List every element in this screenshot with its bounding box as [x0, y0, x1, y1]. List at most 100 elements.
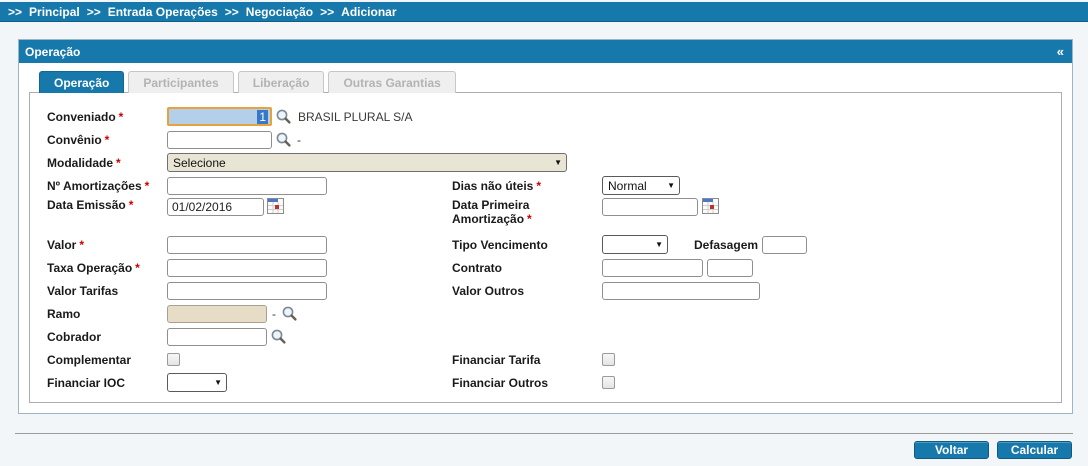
ramo-label: Ramo	[47, 306, 81, 321]
tipo-vencimento-label: Tipo Vencimento	[452, 237, 548, 252]
financiar-tarifa-checkbox[interactable]	[602, 353, 615, 366]
ramo-suffix: -	[272, 306, 276, 321]
convenio-input[interactable]	[167, 130, 272, 149]
chevron-down-icon: ▼	[655, 240, 663, 249]
complementar-checkbox[interactable]	[167, 353, 180, 366]
tab-participantes[interactable]: Participantes	[128, 71, 234, 93]
breadcrumb: >> Principal >> Entrada Operações >> Neg…	[0, 2, 1088, 22]
convenio-row: Convênio * -	[47, 128, 1053, 151]
cobrador-search-icon[interactable]	[270, 328, 287, 345]
data-primeira-amortizacao-calendar-icon[interactable]	[702, 198, 719, 214]
chevron-down-icon: ▼	[667, 181, 675, 190]
valor-row: Valor * Tipo Vencimento ▼ Defasagem	[47, 233, 1053, 256]
modalidade-row: Modalidade * Selecione ▼	[47, 151, 1053, 174]
footer: Voltar Calcular	[0, 433, 1088, 459]
dias-nao-uteis-label: Dias não úteis *	[452, 178, 542, 193]
required-marker: *	[144, 178, 150, 193]
voltar-button[interactable]: Voltar	[914, 441, 989, 459]
financiar-ioc-label: Financiar IOC	[47, 375, 126, 390]
required-marker: *	[79, 237, 85, 252]
conveniado-value: 1	[257, 109, 268, 124]
financiar-ioc-select[interactable]: ▼	[167, 373, 227, 392]
breadcrumb-item-entrada-operacoes[interactable]: Entrada Operações	[107, 4, 218, 19]
valor-tarifas-input[interactable]	[167, 281, 327, 300]
breadcrumb-separator: >>	[224, 4, 239, 19]
conveniado-row: Conveniado * 1 BRASIL PLURAL S/A	[47, 105, 1053, 128]
required-marker: *	[128, 198, 134, 212]
modalidade-select[interactable]: Selecione ▼	[167, 153, 567, 172]
panel-title: Operação	[25, 44, 81, 59]
dias-nao-uteis-selected-value: Normal	[608, 178, 647, 193]
cobrador-label: Cobrador	[47, 329, 101, 344]
valor-tarifas-label: Valor Tarifas	[47, 283, 119, 298]
valor-outros-input[interactable]	[602, 281, 760, 300]
defasagem-input[interactable]	[762, 235, 808, 254]
taxa-operacao-input[interactable]	[167, 258, 327, 277]
calcular-button[interactable]: Calcular	[997, 441, 1072, 459]
modalidade-label: Modalidade *	[47, 155, 121, 170]
breadcrumb-item-negociacao[interactable]: Negociação	[245, 4, 314, 19]
complementar-row: Complementar Financiar Tarifa	[47, 348, 1053, 371]
conveniado-label: Conveniado *	[47, 109, 124, 124]
datas-row: Data Emissão* Data Primeira Amortização*	[47, 197, 1053, 233]
tab-operacao[interactable]: Operação	[39, 71, 125, 93]
financiar-outros-label: Financiar Outros	[452, 375, 549, 390]
breadcrumb-separator: >>	[8, 4, 23, 19]
ramo-input	[167, 304, 267, 323]
ramo-row: Ramo -	[47, 302, 1053, 325]
tab-content: Conveniado * 1 BRASIL PLURAL S/A Convênio…	[29, 92, 1062, 403]
tab-liberacao[interactable]: Liberação	[237, 71, 325, 93]
modalidade-selected-value: Selecione	[173, 155, 226, 170]
financiar-tarifa-label: Financiar Tarifa	[452, 352, 541, 367]
amortizacoes-row: Nº Amortizações * Dias não úteis * Normal …	[47, 174, 1053, 197]
valor-outros-label: Valor Outros	[452, 283, 525, 298]
required-marker: *	[135, 260, 140, 275]
valor-input[interactable]	[167, 235, 327, 254]
conveniado-input[interactable]: 1	[167, 107, 272, 126]
required-marker: *	[104, 132, 110, 147]
convenio-search-icon[interactable]	[275, 131, 292, 148]
contrato-input-2[interactable]	[707, 258, 753, 277]
required-marker: *	[116, 155, 121, 170]
chevron-down-icon: ▼	[554, 158, 562, 167]
breadcrumb-item-principal[interactable]: Principal	[29, 4, 80, 19]
financiar-outros-checkbox[interactable]	[602, 376, 615, 389]
contrato-label: Contrato	[452, 260, 502, 275]
financiar-ioc-row: Financiar IOC ▼ Financiar Outros	[47, 371, 1053, 394]
panel-header: Operação «	[19, 40, 1072, 63]
contrato-input[interactable]	[602, 258, 703, 277]
data-emissao-input[interactable]	[167, 198, 264, 216]
conveniado-search-icon[interactable]	[275, 108, 292, 125]
cobrador-row: Cobrador	[47, 325, 1053, 348]
data-primeira-amortizacao-label: Data Primeira Amortização *	[452, 198, 532, 226]
valor-label: Valor *	[47, 237, 85, 252]
num-amortizacoes-input[interactable]	[167, 176, 327, 195]
convenio-suffix: -	[297, 132, 301, 147]
panel-body: Operação Participantes Liberação Outras …	[19, 63, 1072, 413]
taxa-operacao-label: Taxa Operação *	[47, 260, 140, 275]
breadcrumb-item-adicionar[interactable]: Adicionar	[341, 4, 397, 19]
convenio-label: Convênio *	[47, 132, 110, 147]
defasagem-label: Defasagem	[694, 237, 759, 252]
data-emissao-label: Data Emissão *	[47, 198, 134, 212]
complementar-label: Complementar	[47, 352, 132, 367]
taxa-operacao-row: Taxa Operação * Contrato	[47, 256, 1053, 279]
tipo-vencimento-select[interactable]: ▼	[602, 235, 668, 254]
num-amortizacoes-label: Nº Amortizações *	[47, 178, 150, 193]
operacao-panel: Operação « Operação Participantes Libera…	[18, 39, 1073, 414]
required-marker: *	[536, 178, 542, 193]
breadcrumb-separator: >>	[320, 4, 335, 19]
required-marker: *	[527, 212, 532, 226]
ramo-search-icon[interactable]	[281, 305, 298, 322]
breadcrumb-separator: >>	[86, 4, 101, 19]
chevron-down-icon: ▼	[214, 378, 222, 387]
data-primeira-amortizacao-input[interactable]	[602, 198, 698, 216]
tab-strip: Operação Participantes Liberação Outras …	[29, 71, 1062, 93]
cobrador-input[interactable]	[167, 327, 267, 346]
conveniado-description: BRASIL PLURAL S/A	[298, 109, 413, 124]
tab-outras-garantias[interactable]: Outras Garantias	[328, 71, 456, 93]
data-emissao-calendar-icon[interactable]	[267, 198, 284, 214]
dias-nao-uteis-select[interactable]: Normal ▼	[602, 176, 680, 195]
collapse-icon[interactable]: «	[1056, 44, 1064, 59]
